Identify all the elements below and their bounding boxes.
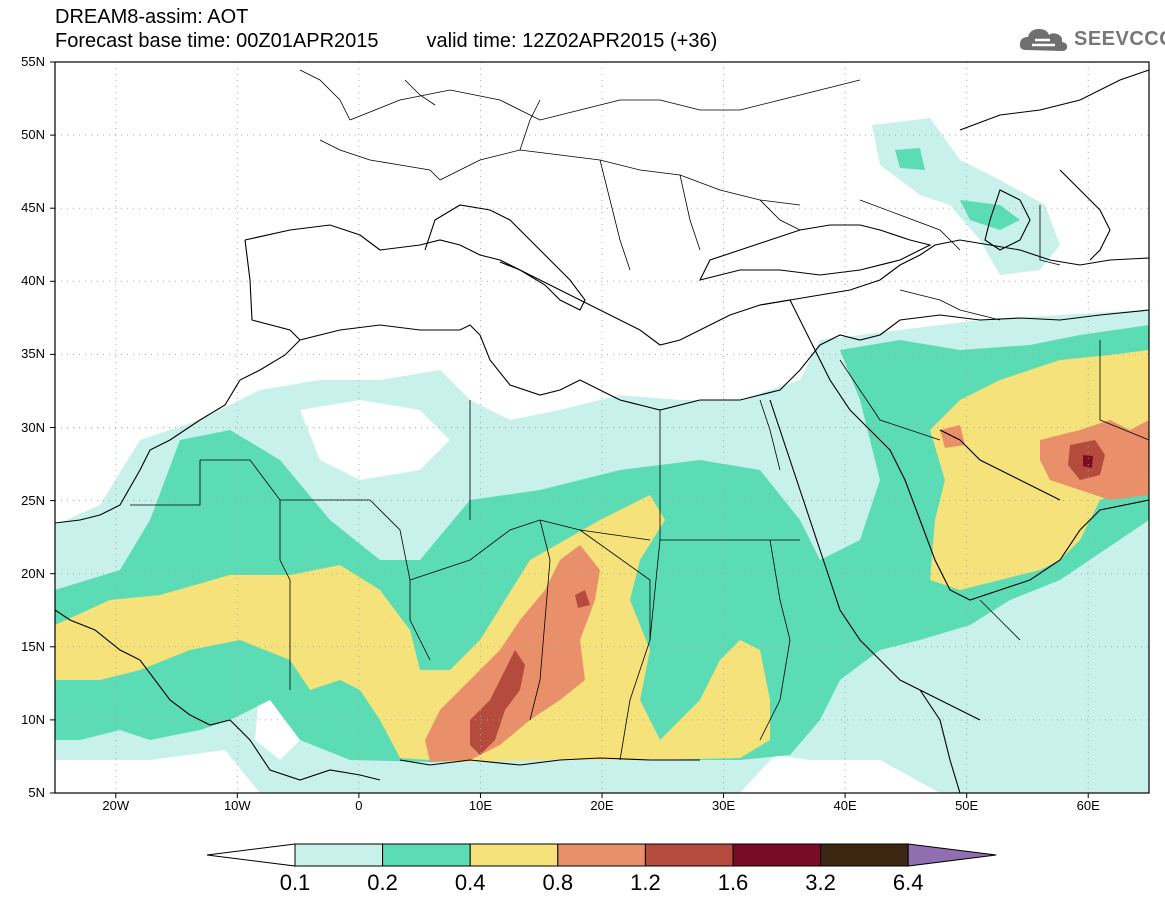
colorbar-threshold-label: 3.2 [805, 870, 836, 895]
lat-label: 50N [21, 127, 45, 143]
colorbar-threshold-label: 0.2 [367, 870, 398, 895]
map-subtitle: Forecast base time: 00Z01APR2015 valid ti… [55, 30, 717, 52]
colorbar-swatch [294, 843, 384, 867]
lat-label: 45N [21, 200, 45, 216]
colorbar-threshold-label: 6.4 [892, 870, 924, 895]
coastlines [55, 69, 1149, 793]
lon-label: 10W [223, 798, 251, 813]
colorbar-swatch [382, 843, 471, 867]
lon-label: 40E [833, 798, 857, 813]
valid-time-label: valid time: 12Z02APR2015 (+36) [426, 30, 718, 52]
map-title: DREAM8-assim: AOT [55, 6, 249, 28]
axis-ticks [50, 61, 1089, 798]
lon-label: 20E [590, 798, 614, 813]
lon-label: 10E [468, 798, 492, 813]
colorbar-threshold-label: 1.6 [717, 870, 749, 895]
colorbar-threshold-label: 0.8 [542, 870, 574, 895]
logo-text: SEEVCCC [1074, 27, 1165, 50]
lon-label: 0 [355, 798, 363, 813]
lat-label: 10N [21, 711, 45, 727]
base-time-label: Forecast base time: 00Z01APR2015 [55, 30, 379, 52]
colorbar-over-arrow [907, 843, 997, 867]
lat-label: 5N [28, 785, 45, 800]
lon-label: 30E [711, 798, 736, 813]
colorbar-threshold-label: 0.4 [454, 870, 486, 895]
lon-label: 60E [1076, 798, 1100, 813]
colorbar-swatch [820, 843, 909, 867]
lat-label: 30N [21, 419, 45, 435]
map-grid [55, 62, 1149, 793]
colorbar-swatch [557, 843, 646, 867]
lon-label: 20W [102, 798, 130, 813]
colorbar-swatch [644, 843, 734, 867]
seevccc-logo: SEEVCCC [1018, 24, 1165, 54]
cloud-logo-icon [1019, 29, 1068, 51]
aot-level-1.6 [1083, 455, 1093, 468]
lat-label: 15N [21, 638, 45, 654]
colorbar-swatch [469, 843, 559, 867]
lat-label: 35N [21, 346, 45, 362]
colorbar-swatch [732, 843, 822, 867]
colorbar-threshold-label: 1.2 [630, 870, 661, 895]
colorbar-threshold-label: 0.1 [279, 870, 311, 895]
lat-label: 20N [21, 565, 45, 581]
lat-label: 55N [21, 54, 45, 69]
country-borders [130, 69, 1149, 761]
colorbar-under-arrow [206, 843, 296, 867]
lat-label: 40N [21, 273, 45, 289]
lon-label: 50E [955, 798, 979, 813]
lat-label: 25N [21, 492, 45, 508]
